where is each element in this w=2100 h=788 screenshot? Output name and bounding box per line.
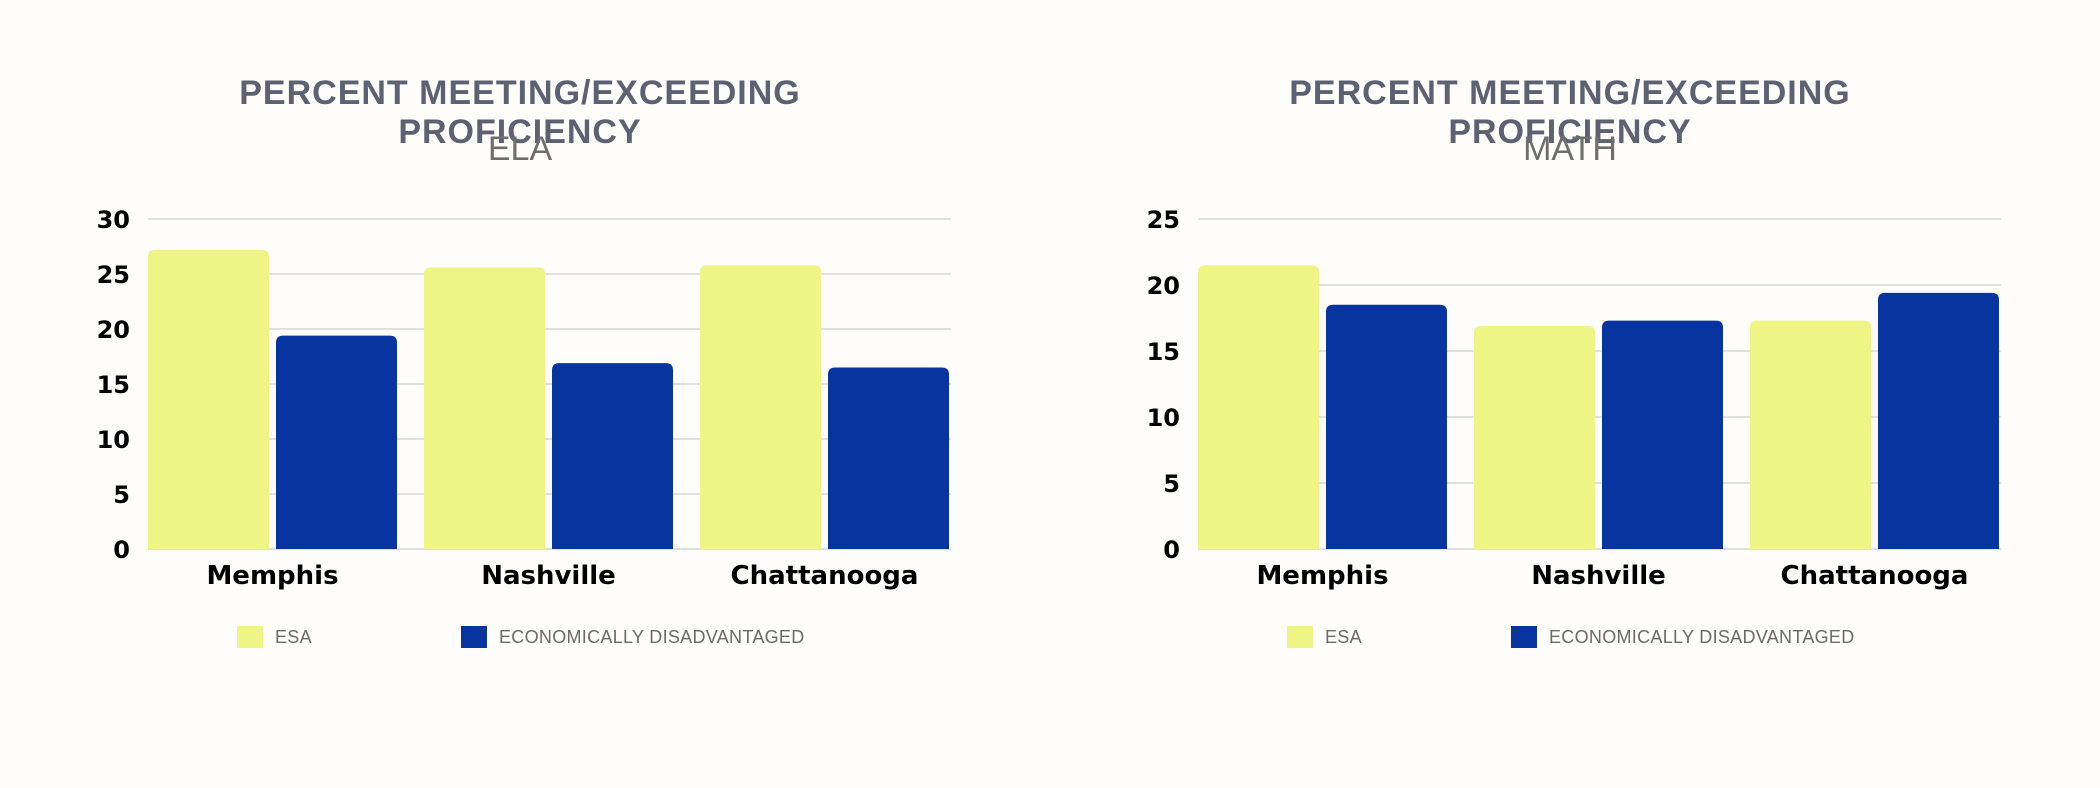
bar-chattanooga-economically-disadvantaged xyxy=(828,367,949,549)
bar-nashville-esa xyxy=(1474,325,1595,549)
math-chart-panel: PERCENT MEETING/EXCEEDING PROFICIENCY MA… xyxy=(1050,0,2100,788)
chart-subtitle: MATH xyxy=(1523,130,1617,168)
legend-label-esa: ESA xyxy=(275,626,312,647)
econ-swatch xyxy=(461,626,487,648)
x-tick-label: Nashville xyxy=(481,561,616,591)
y-tick-label: 30 xyxy=(97,206,130,234)
bar-chattanooga-esa xyxy=(700,265,821,549)
legend-label-econ: ECONOMICALLY DISADVANTAGED xyxy=(499,626,805,647)
legend-label-esa: ESA xyxy=(1325,626,1362,647)
bar-nashville-economically-disadvantaged xyxy=(552,363,673,549)
y-tick-label: 10 xyxy=(97,426,130,454)
bar-memphis-economically-disadvantaged xyxy=(276,335,397,549)
bar-chattanooga-economically-disadvantaged xyxy=(1878,292,1999,549)
y-tick-label: 20 xyxy=(1147,272,1180,300)
econ-swatch xyxy=(1511,626,1537,648)
x-tick-label: Memphis xyxy=(1256,561,1388,591)
bar-chattanooga-esa xyxy=(1750,320,1871,549)
y-tick-label: 20 xyxy=(97,316,130,344)
x-tick-label: Nashville xyxy=(1531,561,1666,591)
legend-label-econ: ECONOMICALLY DISADVANTAGED xyxy=(1549,626,1855,647)
math-bar-chart: 0 5 10 15 20 25 Memphis Nashville Chattanooga xyxy=(1147,206,2001,591)
legend-item-esa: ESA xyxy=(1287,624,1362,650)
legend-item-econ: ECONOMICALLY DISADVANTAGED xyxy=(1511,624,1855,650)
bar-memphis-economically-disadvantaged xyxy=(1326,304,1447,549)
chart-subtitle: ELA xyxy=(487,130,553,168)
y-tick-label: 25 xyxy=(97,261,130,289)
x-tick-label: Chattanooga xyxy=(1781,561,1969,591)
esa-swatch xyxy=(1287,626,1313,648)
x-tick-label: Memphis xyxy=(206,561,338,591)
y-tick-label: 0 xyxy=(113,536,130,564)
x-tick-label: Chattanooga xyxy=(731,561,919,591)
bar-nashville-economically-disadvantaged xyxy=(1602,320,1723,549)
esa-swatch xyxy=(237,626,263,648)
y-tick-label: 15 xyxy=(97,371,130,399)
ela-bar-chart: 0 5 10 15 20 25 30 Memphis Nashville Chattanooga xyxy=(97,206,951,591)
legend-item-econ: ECONOMICALLY DISADVANTAGED xyxy=(461,624,805,650)
bar-memphis-esa xyxy=(148,249,269,550)
chart-title: PERCENT MEETING/EXCEEDING PROFICIENCY xyxy=(239,74,801,151)
legend-item-esa: ESA xyxy=(237,624,312,650)
y-tick-label: 0 xyxy=(1163,536,1180,564)
chart-title: PERCENT MEETING/EXCEEDING PROFICIENCY xyxy=(1289,74,1851,151)
bar-nashville-esa xyxy=(424,267,545,549)
y-tick-label: 25 xyxy=(1147,206,1180,234)
y-tick-label: 5 xyxy=(1163,470,1180,498)
y-tick-label: 15 xyxy=(1147,338,1180,366)
y-tick-label: 5 xyxy=(113,481,130,509)
bar-memphis-esa xyxy=(1198,265,1319,549)
ela-chart-panel: PERCENT MEETING/EXCEEDING PROFICIENCY EL… xyxy=(97,74,951,650)
y-tick-label: 10 xyxy=(1147,404,1180,432)
